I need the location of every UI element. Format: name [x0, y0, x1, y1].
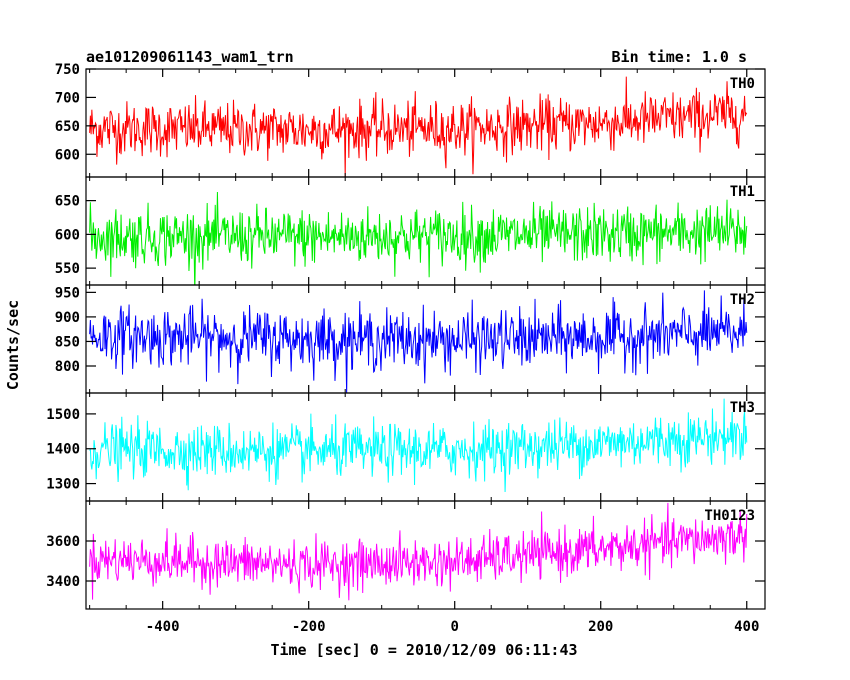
y-tick-label: 750	[55, 62, 80, 78]
y-tick-label: 550	[55, 261, 80, 277]
panel-label-th3: TH3	[730, 400, 755, 416]
chart-title-left: ae101209061143_wam1_trn	[86, 48, 294, 66]
panel-th3: 1300 1400 1500 TH3	[46, 392, 766, 502]
y-tick-label: 650	[55, 119, 80, 135]
panel-label-th1: TH1	[730, 184, 755, 200]
y-tick-label: 800	[55, 359, 80, 375]
y-tick-label: 600	[55, 227, 80, 243]
panel-th2: 800 850 900 950 TH2	[55, 284, 766, 394]
series-line-th1	[89, 192, 748, 285]
series-line-th3	[89, 398, 748, 493]
y-tick-label: 3400	[46, 574, 80, 590]
chart-title-right: Bin time: 1.0 s	[612, 48, 747, 66]
y-tick-label: 950	[55, 285, 80, 301]
y-tick-label: 700	[55, 90, 80, 106]
y-tick-label: 850	[55, 334, 80, 350]
y-tick-label: 650	[55, 194, 80, 210]
x-tick-label: -200	[292, 619, 326, 635]
panel-label-th2: TH2	[730, 292, 755, 308]
panel-th0123: 3400 3600 TH0123	[46, 500, 766, 610]
x-axis-label: Time [sec] 0 = 2010/12/09 06:11:43	[270, 641, 577, 659]
panel-th0: 600 650 700 750 TH0	[55, 62, 766, 178]
series-line-th2	[89, 290, 748, 393]
y-axis-label: Counts/sec	[4, 300, 22, 390]
panel-th1: 550 600 650 TH1	[55, 176, 766, 286]
panel-frame	[85, 500, 766, 610]
y-tick-label: 900	[55, 310, 80, 326]
y-tick-label: 1500	[46, 407, 80, 423]
series-line-th0123	[89, 502, 748, 601]
series-line-th0	[89, 76, 748, 177]
panel-label-th0: TH0	[730, 76, 755, 92]
x-tick-label: 200	[588, 619, 613, 635]
x-axis: -400 -200 0 200 400	[146, 619, 760, 635]
x-tick-label: 400	[734, 619, 759, 635]
panels: 600 650 700 750 TH0 550 600 650 TH1 800 850 900 950 T…	[46, 62, 766, 610]
panel-label-th0123: TH0123	[704, 508, 755, 524]
y-tick-label: 1400	[46, 442, 80, 458]
y-tick-label: 3600	[46, 534, 80, 550]
y-tick-label: 600	[55, 147, 80, 163]
x-tick-label: 0	[450, 619, 458, 635]
y-tick-label: 1300	[46, 477, 80, 493]
x-tick-label: -400	[146, 619, 180, 635]
